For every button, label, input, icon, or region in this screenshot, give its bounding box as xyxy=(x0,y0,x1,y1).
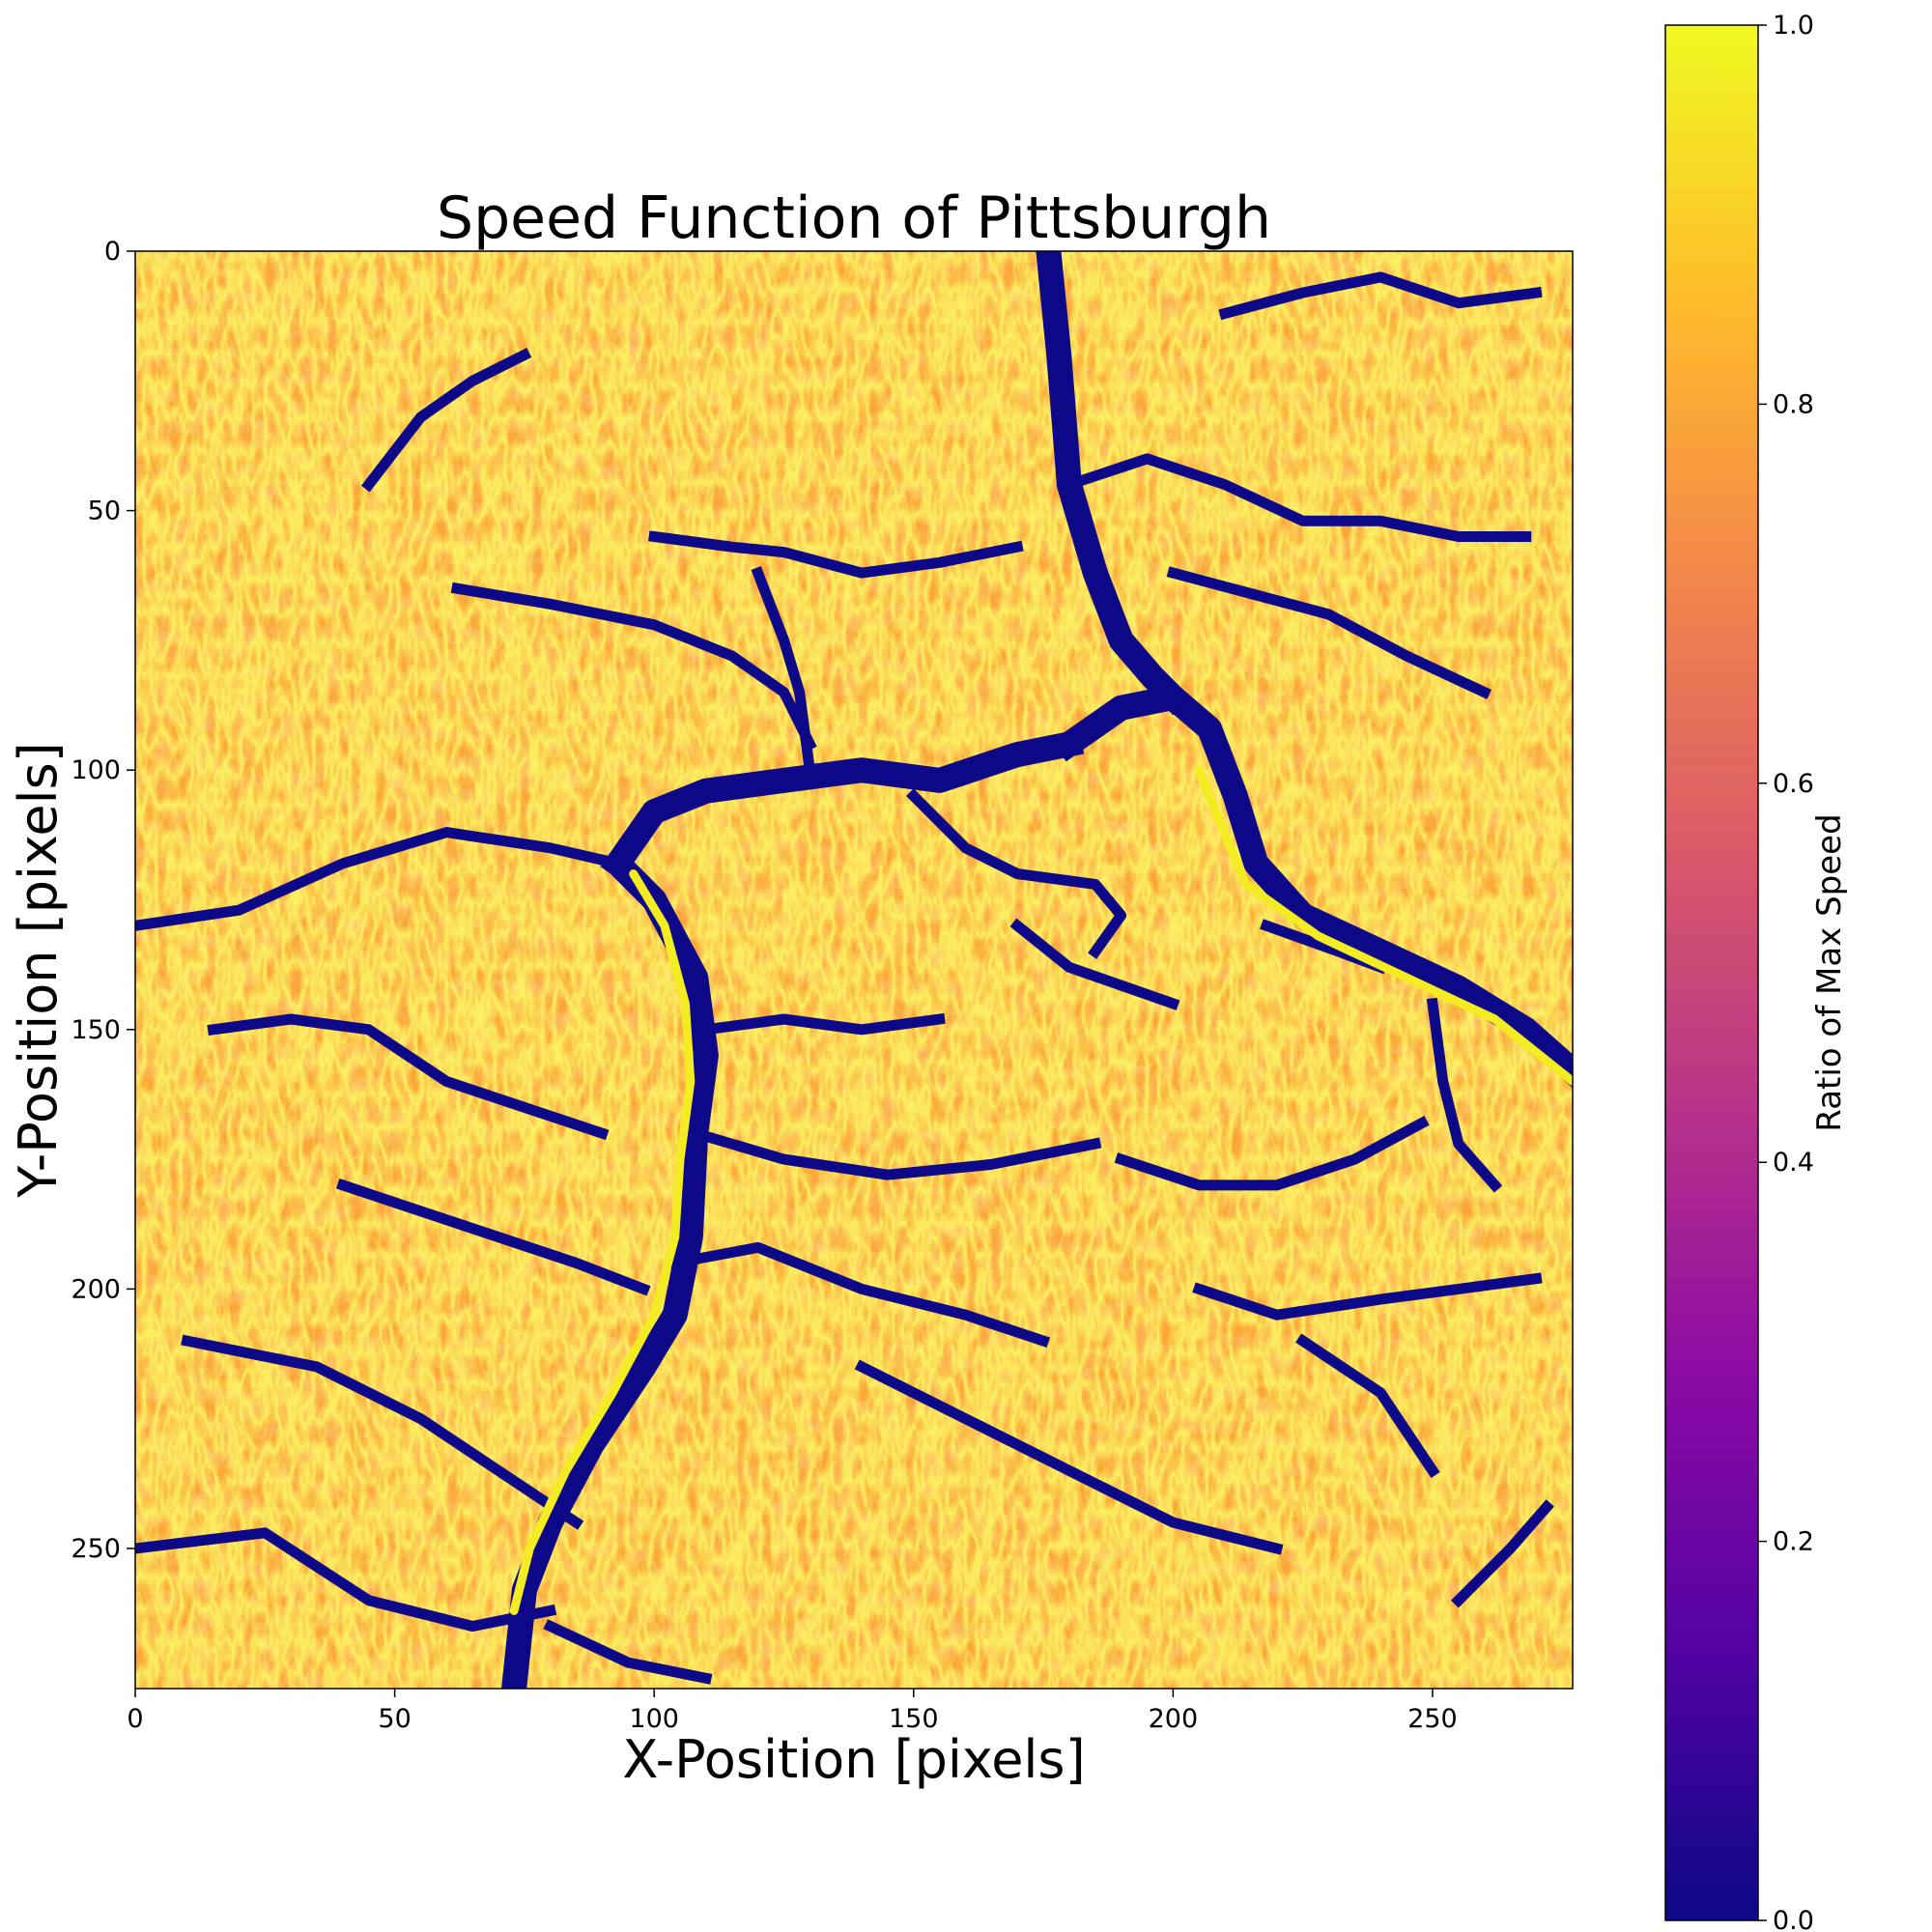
colorbar-ticks: 0.0 0.2 0.4 0.6 0.8 1.0 xyxy=(1758,11,1814,1932)
colorbar-tick-label: 1.0 xyxy=(1773,11,1814,41)
y-axis-label: Y-Position [pixels] xyxy=(8,742,69,1199)
channel-river-ohio-north xyxy=(600,728,1085,882)
channel-creek-ne-3 xyxy=(1218,271,1543,321)
x-tick-label: 150 xyxy=(889,1704,939,1734)
x-axis-label: X-Position [pixels] xyxy=(622,1729,1085,1790)
channel-creek-se-1 xyxy=(1114,1116,1430,1191)
x-tick-label: 100 xyxy=(629,1704,679,1734)
channel-creek-west-3 xyxy=(135,1527,557,1632)
y-axis-ticks: 0 50 100 150 200 250 xyxy=(71,237,135,1564)
y-tick-label: 150 xyxy=(71,1015,121,1045)
x-tick-label: 250 xyxy=(1407,1704,1458,1734)
river-river-monongahela-water xyxy=(509,869,696,1615)
colorbar-tick-label: 0.6 xyxy=(1773,769,1814,799)
channel-creek-west-1 xyxy=(135,827,625,931)
channel-creek-north-2 xyxy=(648,530,1024,579)
x-axis-ticks: 0 50 100 150 200 250 xyxy=(127,1689,1458,1734)
channel-creek-ne-2 xyxy=(1166,566,1492,699)
y-tick-label: 50 xyxy=(88,497,121,526)
colorbar-tick-label: 0.4 xyxy=(1773,1148,1814,1178)
channel-creek-se-5 xyxy=(1451,1499,1554,1608)
plot-frame xyxy=(134,250,1574,1690)
channel-creek-north-4 xyxy=(751,565,816,777)
channel-river-north-branch xyxy=(1036,251,1191,716)
channel-creek-ne-1 xyxy=(1062,453,1532,542)
river-river-allegheny-water xyxy=(1194,765,1573,1086)
colorbar-tick-label: 0.8 xyxy=(1773,389,1814,419)
channel-river-allegheny xyxy=(1051,685,1573,1089)
low-speed-channels xyxy=(135,251,1573,1689)
colorbar-label: Ratio of Max Speed xyxy=(1810,813,1849,1131)
channel-river-monongahela xyxy=(501,845,719,1689)
x-tick-label: 50 xyxy=(378,1704,411,1734)
channel-creek-se-3 xyxy=(854,1359,1284,1555)
y-tick-label: 250 xyxy=(71,1534,121,1564)
channel-creek-east-3 xyxy=(1426,997,1503,1193)
y-tick-label: 0 xyxy=(104,237,121,267)
heatmap-texture-bright xyxy=(135,251,1573,1689)
channel-creek-east-1 xyxy=(906,788,1127,959)
channel-creek-center-2 xyxy=(668,1241,1051,1349)
channel-creek-center-1 xyxy=(689,1126,1102,1180)
y-tick-label: 200 xyxy=(71,1274,121,1304)
colorbar xyxy=(1664,24,1759,1921)
channel-creek-north-1 xyxy=(450,582,817,752)
high-speed-rivers xyxy=(509,765,1573,1615)
chart-title: Speed Function of Pittsburgh xyxy=(437,185,1271,252)
x-tick-label: 0 xyxy=(127,1704,143,1734)
channel-creek-se-2 xyxy=(1192,1272,1543,1321)
channel-creek-se-4 xyxy=(1295,1333,1440,1479)
channel-creek-west-2 xyxy=(181,1334,584,1530)
heatmap-image xyxy=(135,251,1573,1689)
channel-creek-center-3 xyxy=(699,1012,946,1036)
channel-creek-west-5 xyxy=(335,1178,651,1296)
channel-creek-north-3 xyxy=(360,348,532,493)
colorbar-tick-label: 0.0 xyxy=(1773,1906,1814,1932)
y-tick-label: 100 xyxy=(71,755,121,785)
channel-creek-east-2 xyxy=(1009,918,1180,1010)
channel-creek-west-4 xyxy=(207,1013,610,1141)
x-tick-label: 200 xyxy=(1149,1704,1199,1734)
channel-creek-south-1 xyxy=(543,1619,713,1685)
colorbar-tick-label: 0.2 xyxy=(1773,1527,1814,1557)
